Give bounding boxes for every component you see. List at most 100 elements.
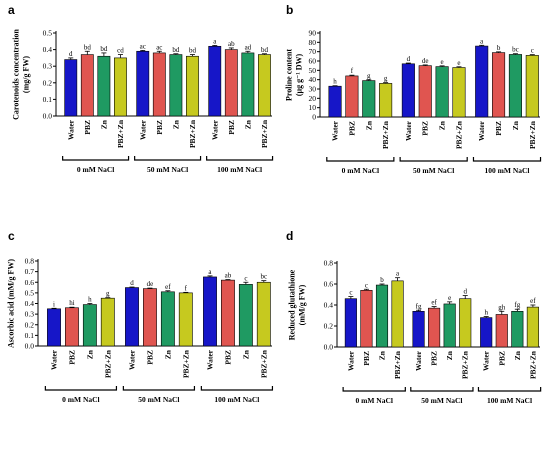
panel-c-category-label: Water [127,349,136,370]
panel-a-ytick-label: 0.3 [43,62,53,71]
panel-c-group-label: 50 mM NaCl [138,395,179,404]
panel-c-category-label: PBZ [145,350,154,365]
panel-c-sig-letter: c [244,274,247,282]
panel-c-category-label: Water [205,349,214,370]
panel-b-sig-letter: a [480,37,484,45]
panel-a-ytick-label: 0.0 [43,112,53,121]
panel-d-sig-letter: ef [431,299,437,307]
panel-c-sig-letter: hi [69,299,75,307]
panel-b-group-bracket [326,157,395,162]
panel-b-group-label: 50 mM NaCl [413,166,454,175]
panel-a-bar-1-water [64,59,78,117]
panel-a-category-label: Zn [243,119,252,129]
panel-c-category-label: PBZ [67,350,76,365]
panel-a-group-label: 50 mM NaCl [147,165,188,174]
panel-a-bar-2-pbz [152,52,166,117]
panel-d-sig-letter: h [484,309,488,317]
panel-a-sig-letter: ab [228,40,235,48]
panel-a-ytick-label: 0.1 [43,95,53,104]
panel-b-bar-2-zn [435,66,449,118]
panel-c-sig-letter: de [147,280,154,288]
panel-c-bar-1-pbz [65,307,79,347]
panel-c-sig-letter: bc [261,273,268,281]
panel-d-bar-1-pbz [360,289,373,348]
panel-b-group-label: 0 mM NaCl [342,166,380,175]
panel-a-bar-3-water [208,45,222,117]
panel-b-sig-letter: d [407,55,411,63]
panel-a-label: a [8,3,15,17]
panel-d-category-label: Water [346,350,355,371]
panel-c-category-label: PBZ+Zn [103,349,112,378]
panel-b-group-label: 100 mM NaCl [485,166,530,175]
panel-c-group-label: 100 mM NaCl [214,395,259,404]
panel-c-category-label: Zn [163,349,172,359]
panel-b: b Proline content (µg g⁻¹ DW) 0102030405060… [285,3,542,175]
panel-b-ytick-label: 30 [309,85,317,94]
panel-c-sig-letter: i [53,300,55,308]
panel-c-bar-3-water [203,276,217,347]
panel-d-sig-letter: c [349,289,352,297]
panel-b-category-label: Zn [438,120,447,130]
panel-b-sig-letter: de [422,57,429,65]
panel-b-ytick-label: 0 [312,113,316,122]
panel-d-ytick-label: 0.2 [324,322,334,331]
panel-a-group-bracket [62,156,130,161]
panel-b-category-label: Zn [511,120,520,130]
panel-d-group-label: 100 mM NaCl [487,396,532,405]
panel-b-sig-letter: f [351,67,354,75]
panel-b-group-bracket [472,157,542,162]
panel-c-ylabel-line-0: Ascorbic acid (mM/g FW) [7,259,16,348]
panel-a-bar-3-zn [241,52,255,117]
panel-c-bar-1-water [47,308,61,347]
panel-b-category-label: PBZ+Zn [528,120,537,149]
panel-b-category-label: PBZ [347,121,356,136]
panel-d-bar-3-water [480,317,493,348]
panel-c-group-bracket [44,386,118,391]
panel-c-sig-letter: d [130,279,134,287]
panel-c-bar-3-pbz [221,279,235,347]
panel-d-group-label: 50 mM NaCl [421,396,462,405]
panel-c-ytick-label: 0.0 [25,342,35,351]
panel-c-ytick-label: 0.5 [25,288,35,297]
panel-c-category-label: PBZ [223,350,232,365]
panel-c-sig-letter: g [106,290,110,298]
panel-a-category-label: PBZ [227,120,236,135]
panel-d-category-label: PBZ+Zn [528,350,537,379]
panel-c-ytick-label: 0.3 [25,310,35,319]
panel-d-sig-letter: e [448,294,451,302]
panel-a-category-label: PBZ+Zn [188,119,197,148]
panel-d-group-label: 0 mM NaCl [355,396,393,405]
panel-d-category-label: PBZ+Zn [461,350,470,379]
panel-b-category-label: Water [404,120,413,141]
panel-c-sig-letter: ab [225,272,232,280]
panel-c-ytick-label: 0.7 [25,267,35,276]
panel-b-ytick-label: 50 [309,66,317,75]
panel-a-category-label: Zn [171,119,180,129]
panel-c-group-bracket [122,386,196,391]
panel-c-bar-3-pbz-zn [256,281,271,347]
panel-b-category-label: PBZ+Zn [454,120,463,149]
panel-a-bar-1-pbz-zn [114,57,127,117]
panel-d-bar-2-zn [443,303,456,348]
panel-d-sig-letter: c [365,281,368,289]
panel-c-group-bracket [200,386,274,391]
panel-a-bar-2-water [136,50,150,117]
panel-b-category-label: PBZ [494,121,503,136]
panel-d-category-label: Zn [513,350,522,360]
panel-b-sig-letter: c [531,47,534,55]
panel-b-ytick-label: 10 [309,103,317,112]
panel-a-bar-3-pbz [224,49,238,117]
panel-d-sig-letter: d [463,288,467,296]
panel-a-ytick-label: 0.4 [43,45,53,54]
panel-a-ytick-label: 0.5 [43,29,53,38]
panel-b-ylabel-line-1: (µg g⁻¹ DW) [295,54,304,97]
panel-a-sig-letter: ac [156,43,162,51]
panel-b-sig-letter: g [384,75,388,83]
panel-b-bar-3-water [475,45,489,118]
panel-a-category-label: Zn [99,119,108,129]
panel-d-bar-1-pbz-zn [391,280,404,348]
panel-d-bar-2-pbz-zn [459,298,472,348]
panel-a-bar-1-zn [97,55,111,117]
panel-b-ytick-label: 70 [309,47,317,56]
